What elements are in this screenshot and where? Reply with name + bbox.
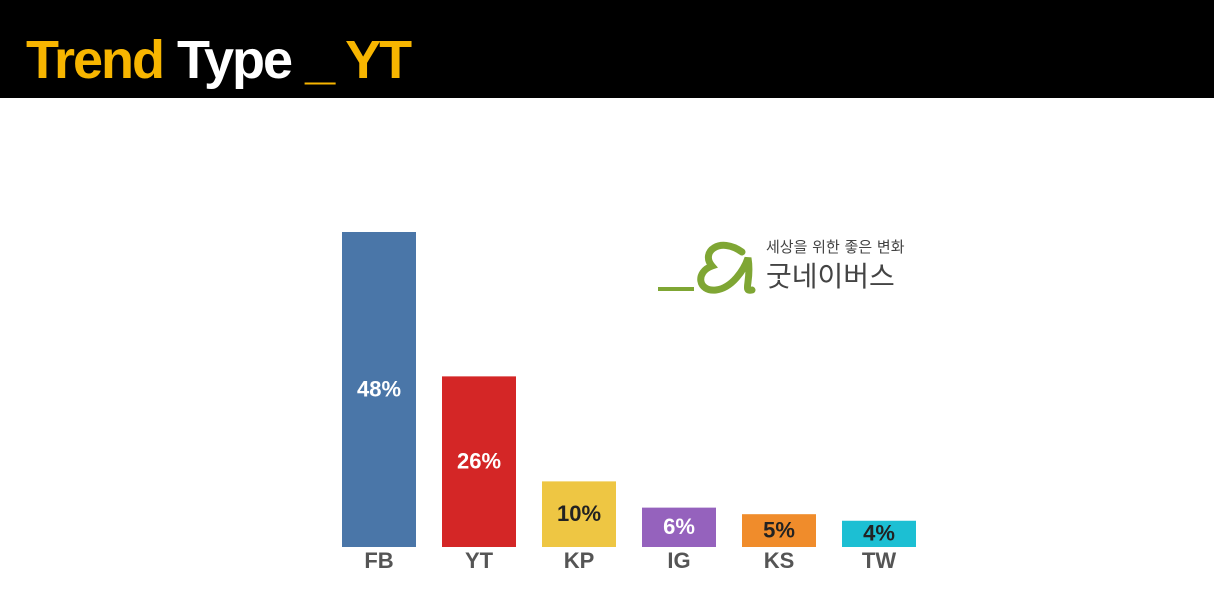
- logo-name: 굿네이버스: [766, 260, 895, 293]
- value-label: 48%: [357, 376, 401, 401]
- value-label: 5%: [763, 517, 795, 542]
- chart-title: Trend Type _ YT: [26, 30, 412, 90]
- bar: [342, 232, 416, 547]
- bar: [442, 376, 516, 547]
- logo-dash: [658, 287, 694, 291]
- logo-tagline: 세상을 위한 좋은 변화: [766, 238, 905, 256]
- bar: [842, 520, 916, 547]
- value-label: 10%: [557, 501, 601, 526]
- logo: 세상을 위한 좋은 변화 굿네이버스: [658, 238, 905, 294]
- title-banner: [0, 0, 1214, 98]
- logo-mark: [697, 241, 756, 294]
- x-tick-label: IG: [667, 548, 690, 573]
- title-part: Type: [177, 30, 292, 90]
- title-part: _ YT: [304, 30, 412, 90]
- bar: [642, 507, 716, 547]
- bar: [542, 481, 616, 547]
- value-label: 6%: [663, 514, 695, 539]
- x-tick-label: YT: [465, 548, 494, 573]
- title-part: Trend: [26, 30, 163, 90]
- value-label: 26%: [457, 449, 501, 474]
- x-tick-label: KP: [564, 548, 595, 573]
- bar: [742, 514, 816, 547]
- value-label: 4%: [863, 521, 895, 546]
- x-tick-label: TW: [862, 548, 896, 573]
- x-tick-label: FB: [364, 548, 393, 573]
- x-tick-label: KS: [764, 548, 795, 573]
